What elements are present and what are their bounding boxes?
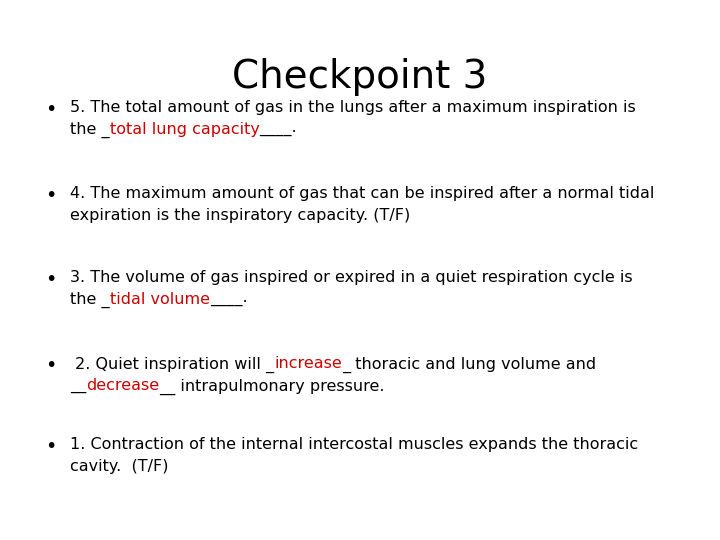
Text: ____.: ____. xyxy=(259,122,297,137)
Text: _ thoracic and lung volume and: _ thoracic and lung volume and xyxy=(342,356,596,373)
Text: tidal volume: tidal volume xyxy=(109,292,210,307)
Text: •: • xyxy=(45,356,56,375)
Text: expiration is the inspiratory capacity. (T/F): expiration is the inspiratory capacity. … xyxy=(70,208,410,224)
Text: •: • xyxy=(45,100,56,119)
Text: Checkpoint 3: Checkpoint 3 xyxy=(233,58,487,96)
Text: 2. Quiet inspiration will _: 2. Quiet inspiration will _ xyxy=(70,356,274,373)
Text: the _: the _ xyxy=(70,292,109,308)
Text: •: • xyxy=(45,186,56,205)
Text: the _: the _ xyxy=(70,122,109,138)
Text: 4. The maximum amount of gas that can be inspired after a normal tidal: 4. The maximum amount of gas that can be… xyxy=(70,186,654,201)
Text: 5. The total amount of gas in the lungs after a maximum inspiration is: 5. The total amount of gas in the lungs … xyxy=(70,100,636,115)
Text: 3. The volume of gas inspired or expired in a quiet respiration cycle is: 3. The volume of gas inspired or expired… xyxy=(70,270,633,285)
Text: __: __ xyxy=(70,379,86,394)
Text: cavity.  (T/F): cavity. (T/F) xyxy=(70,460,168,475)
Text: ____.: ____. xyxy=(210,292,247,307)
Text: total lung capacity: total lung capacity xyxy=(109,122,259,137)
Text: •: • xyxy=(45,270,56,289)
Text: 1. Contraction of the internal intercostal muscles expands the thoracic: 1. Contraction of the internal intercost… xyxy=(70,437,638,453)
Text: increase: increase xyxy=(274,356,342,372)
Text: •: • xyxy=(45,437,56,456)
Text: __ intrapulmonary pressure.: __ intrapulmonary pressure. xyxy=(159,379,385,395)
Text: decrease: decrease xyxy=(86,379,159,394)
